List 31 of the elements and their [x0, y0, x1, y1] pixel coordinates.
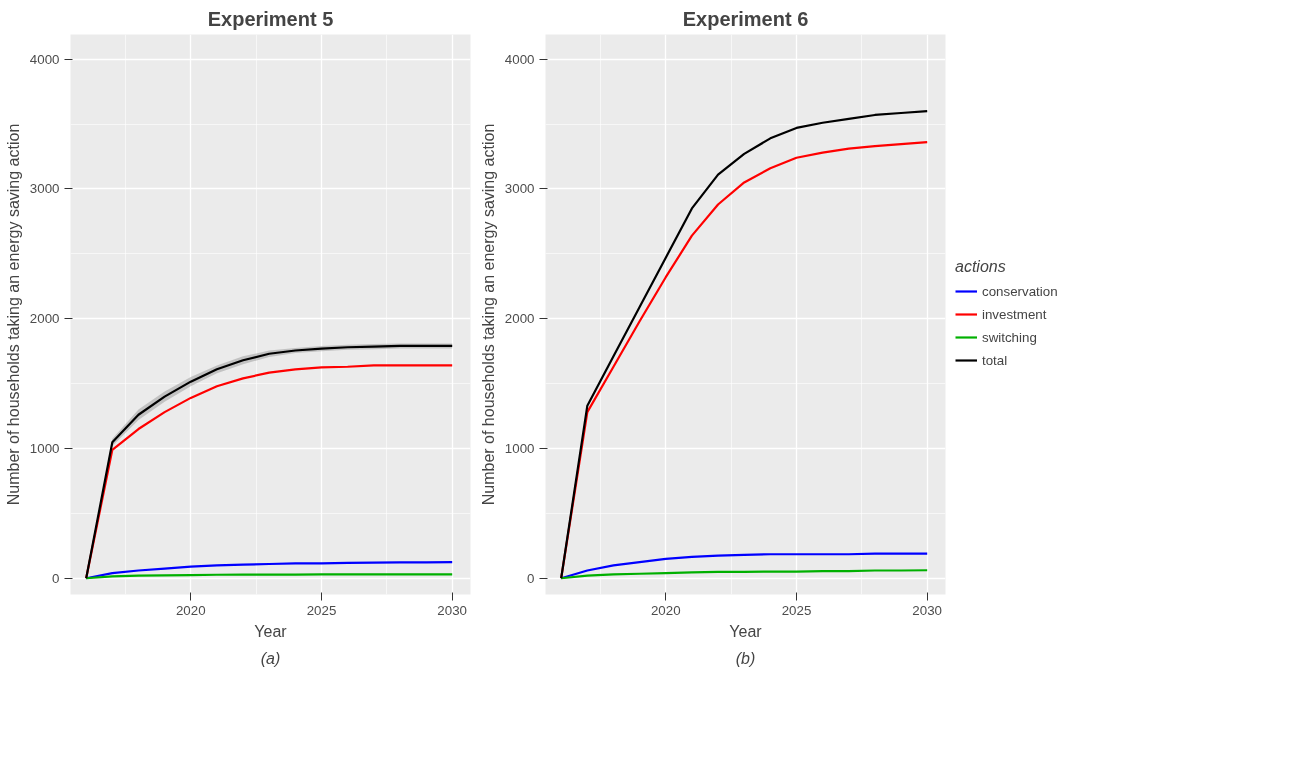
text: (a) [260, 649, 281, 667]
chart-title: Experiment 5 [207, 7, 334, 30]
x-tick-label: 2030 [437, 602, 468, 618]
legend-label: switching [982, 329, 1037, 345]
x-tick-label: 2030 [912, 602, 943, 618]
y-tick-label: 1000 [29, 441, 60, 456]
legend-label: conservation [982, 283, 1058, 299]
x-tick-label: 2025 [781, 602, 812, 618]
legend-label: total [982, 352, 1008, 368]
x-axis-title: Year [254, 622, 288, 640]
legend-title: actions [955, 258, 1007, 276]
legend-label: investment [982, 306, 1047, 322]
line-series [560, 552, 929, 580]
y-tick-label: 0 [52, 570, 60, 586]
text: (b) [735, 649, 756, 667]
x-tick-label: 2020 [650, 602, 681, 618]
line-series [560, 569, 929, 580]
y-axis-title: Number of households taking an energy saving action [4, 123, 22, 506]
y-tick-label: 0 [527, 570, 535, 586]
x-tick-label: 2020 [175, 602, 206, 618]
y-axis-title: Number of households taking an energy saving action [479, 123, 497, 506]
x-axis-title: Year [729, 622, 763, 640]
chart-title: Experiment 6 [682, 7, 809, 30]
y-tick-label: 1000 [504, 441, 535, 456]
x-tick-label: 2025 [306, 602, 337, 618]
y-tick-label: 3000 [29, 181, 60, 197]
y-tick-label: 3000 [504, 181, 535, 197]
y-tick-label: 4000 [29, 51, 60, 67]
y-tick-label: 2000 [504, 311, 535, 327]
y-tick-label: 2000 [29, 311, 60, 327]
y-tick-label: 4000 [504, 51, 535, 67]
